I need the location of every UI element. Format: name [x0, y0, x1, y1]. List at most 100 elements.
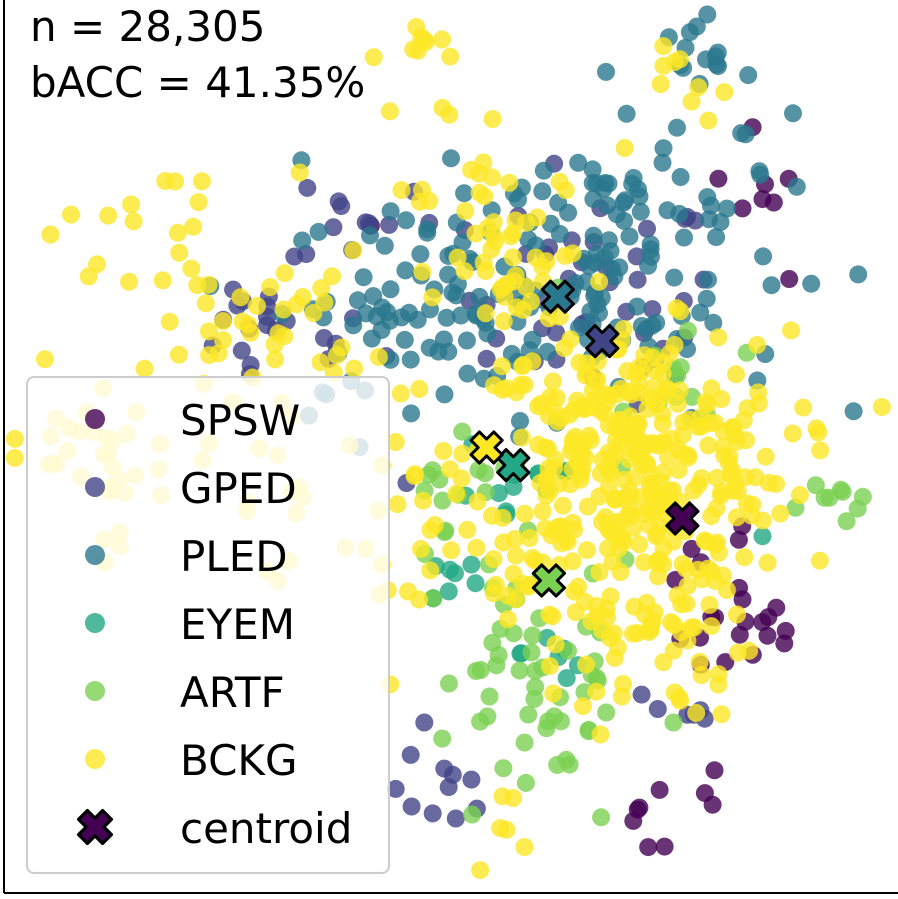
point-bckg — [699, 436, 718, 455]
point-bckg — [630, 535, 649, 554]
point-artf — [537, 719, 556, 738]
point-bckg — [214, 312, 232, 331]
point-bckg — [266, 350, 285, 369]
legend-marker-artf — [85, 681, 105, 701]
point-bckg — [529, 397, 548, 416]
point-pled — [458, 364, 477, 383]
point-pled — [583, 160, 602, 179]
point-bckg — [41, 225, 60, 244]
point-bckg — [476, 262, 495, 280]
point-bckg — [184, 217, 203, 236]
point-bckg — [507, 383, 526, 402]
point-spsw — [780, 270, 799, 288]
point-bckg — [758, 553, 777, 572]
point-pled — [617, 104, 636, 123]
point-bckg — [583, 381, 602, 400]
point-bckg — [421, 561, 440, 580]
point-pled — [402, 404, 421, 423]
point-bckg — [498, 610, 517, 629]
point-bckg — [287, 295, 306, 314]
point-bckg — [756, 447, 775, 466]
point-pled — [375, 236, 394, 255]
point-bckg — [441, 47, 460, 66]
point-bckg — [475, 187, 494, 206]
point-bckg — [455, 262, 474, 281]
point-bckg — [627, 365, 646, 383]
centroid-pled — [540, 279, 575, 314]
point-bckg — [410, 380, 429, 398]
legend-label-gped: GPED — [180, 464, 297, 513]
point-bckg — [380, 102, 399, 121]
point-bckg — [720, 454, 738, 473]
point-artf — [471, 712, 490, 731]
legend-item-pled: PLED — [28, 526, 388, 586]
point-pled — [354, 268, 373, 287]
point-bckg — [615, 139, 634, 157]
point-artf — [523, 626, 542, 645]
point-bckg — [468, 492, 487, 511]
point-bckg — [231, 288, 250, 307]
point-bckg — [684, 481, 703, 500]
point-gped — [632, 685, 651, 704]
point-pled — [435, 385, 454, 404]
point-bckg — [453, 444, 472, 463]
point-bckg — [580, 426, 599, 445]
point-bckg — [654, 37, 673, 56]
point-bckg — [587, 682, 606, 701]
point-bckg — [561, 330, 580, 349]
legend-marker-gped — [85, 477, 105, 497]
point-artf — [525, 689, 544, 708]
point-bckg — [506, 266, 525, 285]
point-bckg — [344, 241, 363, 260]
point-gped — [415, 713, 434, 732]
point-gped — [462, 770, 481, 789]
point-bckg — [233, 312, 252, 331]
point-bckg — [651, 75, 670, 93]
point-pled — [584, 190, 603, 209]
point-pled — [439, 265, 458, 284]
point-bckg — [547, 388, 566, 407]
point-bckg — [712, 483, 731, 501]
point-pled — [538, 342, 557, 361]
point-artf — [560, 755, 579, 774]
legend-label-bckg: BCKG — [180, 736, 298, 785]
point-bckg — [410, 192, 429, 211]
point-pled — [534, 161, 553, 180]
point-bckg — [290, 163, 309, 182]
point-bckg — [653, 463, 672, 482]
legend-label-centroid: centroid — [180, 804, 353, 853]
point-pled — [711, 213, 730, 232]
point-artf — [837, 512, 856, 531]
point-bckg — [442, 541, 461, 560]
point-pled — [584, 226, 603, 245]
point-bckg — [735, 548, 754, 567]
legend-item-centroid: centroid — [28, 798, 388, 858]
point-spsw — [628, 800, 647, 819]
point-bckg — [767, 474, 785, 493]
point-bckg — [633, 455, 652, 474]
point-bckg — [364, 48, 383, 67]
point-bckg — [520, 529, 539, 548]
point-pled — [396, 261, 415, 280]
point-pled — [707, 228, 726, 247]
point-bckg — [556, 181, 575, 200]
point-eyem — [557, 669, 576, 688]
point-bckg — [79, 267, 98, 286]
point-bckg — [494, 312, 513, 331]
point-pled — [381, 280, 400, 299]
point-pled — [437, 308, 456, 327]
point-bckg — [386, 433, 405, 451]
point-bckg — [332, 338, 351, 357]
point-bckg — [647, 527, 665, 546]
point-bckg — [692, 666, 711, 685]
point-bckg — [740, 641, 759, 660]
point-bckg — [678, 576, 697, 595]
point-pled — [717, 199, 736, 218]
point-bckg — [574, 697, 592, 716]
point-bckg — [738, 399, 757, 418]
point-bckg — [192, 172, 211, 191]
point-bckg — [577, 655, 595, 674]
point-pled — [411, 245, 430, 264]
point-eyem — [466, 574, 485, 593]
point-bckg — [484, 550, 503, 569]
